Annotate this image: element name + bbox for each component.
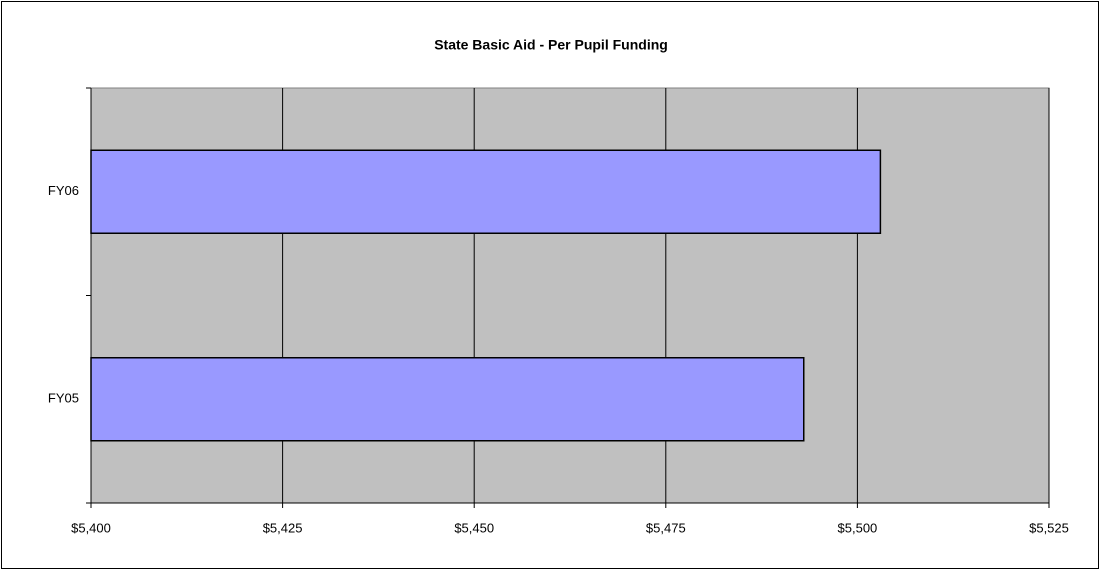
bar — [90, 357, 805, 442]
chart-title: State Basic Aid - Per Pupil Funding — [434, 37, 668, 53]
x-tick-label: $5,400 — [71, 520, 111, 535]
x-tick-label: $5,450 — [454, 520, 494, 535]
x-tick-label: $5,500 — [838, 520, 878, 535]
y-tick-label: FY06 — [48, 183, 79, 198]
bar — [90, 149, 882, 234]
x-tick-label: $5,475 — [646, 520, 686, 535]
y-tick-label: FY05 — [48, 391, 79, 406]
x-tick-label: $5,425 — [263, 520, 303, 535]
x-tick-label: $5,525 — [1029, 520, 1069, 535]
